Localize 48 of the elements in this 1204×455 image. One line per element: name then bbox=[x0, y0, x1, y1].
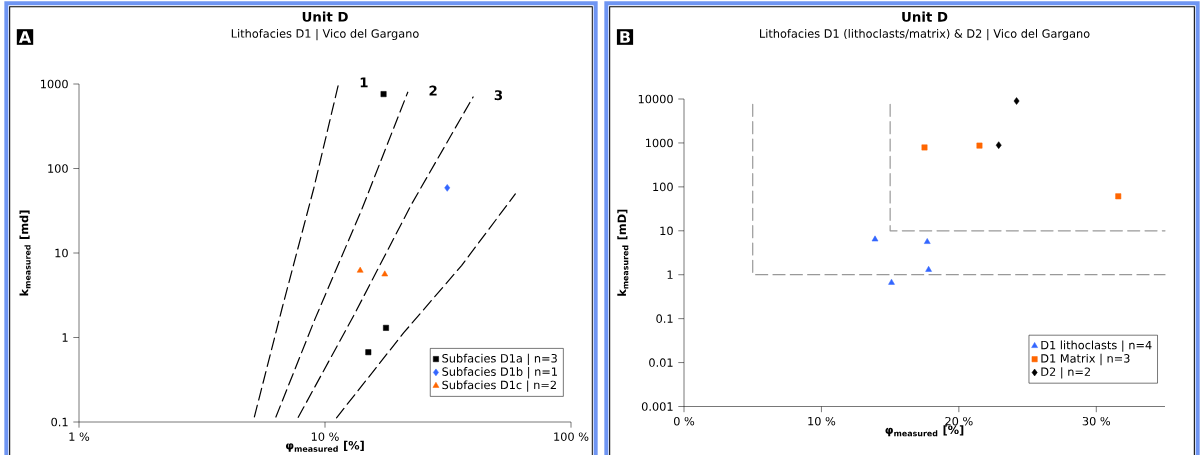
y-tick-label: 10 bbox=[55, 248, 68, 258]
legend-label: D1 lithoclasts | n=4 bbox=[1041, 340, 1152, 352]
y-tick-label: 0.01 bbox=[649, 358, 673, 367]
x-tick-label: 10 % bbox=[808, 416, 836, 426]
y-axis-title: k$_{measured}$ [md] bbox=[19, 210, 31, 296]
point bbox=[871, 235, 879, 242]
point bbox=[923, 238, 931, 244]
y-tick-label: 10000 bbox=[638, 94, 673, 104]
y-tick-label: 0.1 bbox=[656, 314, 673, 323]
point bbox=[925, 265, 932, 272]
annotation: 3 bbox=[494, 90, 503, 101]
y-tick-label: 1 bbox=[62, 333, 68, 342]
y-axis-title: k$_{measured}$ [mD] bbox=[617, 209, 629, 296]
point bbox=[888, 278, 895, 285]
x-tick-label: 30 % bbox=[1082, 416, 1111, 426]
legend-label: Subfacies D1b | n=1 bbox=[442, 367, 557, 379]
chart-title: Unit D bbox=[302, 11, 348, 22]
point bbox=[921, 144, 928, 151]
x-axis-title: φ$_{measured}$ [%] bbox=[285, 440, 364, 452]
x-tick-label: 1 % bbox=[69, 432, 90, 441]
legend-label: D2 | n=2 bbox=[1041, 367, 1091, 379]
text: B bbox=[620, 31, 630, 43]
annotation: 1 bbox=[360, 77, 368, 88]
y-tick-label: 1000 bbox=[41, 79, 68, 89]
legend-label: D1 Matrix | n=3 bbox=[1041, 353, 1130, 366]
y-tick-label: 0.1 bbox=[51, 417, 68, 427]
x-axis-title: φ$_{measured}$ [%] bbox=[885, 425, 964, 437]
point bbox=[976, 142, 983, 149]
y-tick-label: 0.001 bbox=[641, 402, 673, 411]
y-tick-label: 100 bbox=[653, 182, 673, 192]
x-tick-label: 10 % bbox=[311, 432, 339, 441]
chart-title: Unit D bbox=[902, 11, 948, 22]
legend-label: Subfacies D1c | n=2 bbox=[442, 380, 556, 392]
y-tick-label: 10 bbox=[660, 226, 673, 236]
chart-subtitle: Lithofacies D1 (lithoclasts/matrix) & D2 | Vico del Gargano bbox=[760, 28, 1090, 41]
y-tick-label: 1 bbox=[667, 270, 673, 279]
annotation: 2 bbox=[429, 85, 437, 96]
y-tick-label: 1000 bbox=[646, 138, 673, 148]
legend-label: Subfacies D1a | n=3 bbox=[442, 353, 557, 366]
point bbox=[995, 141, 1002, 149]
x-tick-label: 20 % bbox=[945, 416, 973, 426]
x-tick-label: 100 % bbox=[554, 432, 589, 441]
point bbox=[1115, 193, 1122, 200]
y-tick-label: 100 bbox=[48, 164, 68, 173]
text: A bbox=[18, 31, 32, 43]
point bbox=[1013, 97, 1020, 105]
x-tick-label: 0 % bbox=[673, 416, 695, 426]
chart-subtitle: Lithofacies D1 | Vico del Gargano bbox=[231, 28, 419, 41]
